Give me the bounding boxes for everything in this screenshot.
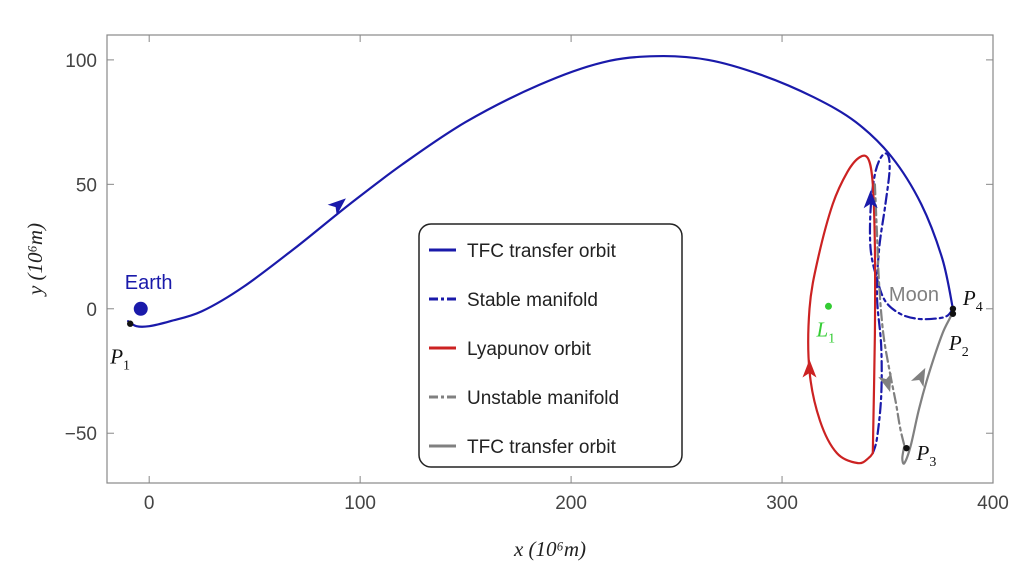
y-tick-label: −50 (65, 424, 97, 445)
y-tick-label: 0 (86, 300, 97, 321)
legend-label-1: TFC transfer orbit (467, 241, 617, 262)
direction-arrows (327, 190, 926, 393)
y-tick-label: 100 (65, 51, 97, 72)
earth-marker (133, 301, 148, 316)
direction-arrow (327, 198, 346, 216)
point-label-l1: L1 (815, 317, 835, 346)
x-tick-label: 400 (977, 493, 1009, 514)
legend-label-5: TFC transfer orbit (467, 437, 617, 458)
point-marker-p4 (949, 305, 957, 312)
series-line-1 (127, 54, 954, 328)
point-marker-p1 (127, 320, 134, 327)
direction-arrow (863, 190, 878, 209)
series-line-5 (901, 307, 954, 465)
x-tick-label: 100 (344, 493, 376, 514)
direction-arrow (910, 367, 926, 388)
x-axis-label: x (10⁶m) (513, 537, 586, 561)
x-tick-label: 200 (555, 493, 587, 514)
series-line-4 (873, 183, 906, 447)
legend-label-2: Stable manifold (467, 290, 598, 311)
plot-frame (106, 34, 994, 484)
point-marker-p3 (903, 444, 910, 452)
direction-arrow (878, 372, 892, 393)
point-label-p1: P1 (109, 345, 130, 374)
series-line-2 (868, 152, 954, 455)
l1-marker (824, 302, 832, 310)
legend: TFC transfer orbit Stable manifold Lyapuno… (418, 223, 683, 468)
point-label-p4: P4 (962, 286, 983, 315)
x-tick-label: 0 (144, 493, 155, 514)
axis-ticks: 0 100 200 300 400 −50 0 50 100 (65, 35, 1009, 514)
legend-label-3: Lyapunov orbit (467, 339, 592, 360)
x-tick-label: 300 (766, 493, 798, 514)
point-label-earth: Earth (125, 272, 173, 294)
point-label-p3: P3 (916, 441, 937, 470)
series-line-3 (807, 154, 877, 465)
point-label-moon: Moon (889, 284, 939, 306)
point-marker-p2 (949, 310, 957, 317)
y-axis-label: y (10⁶m) (23, 223, 47, 297)
direction-arrow (802, 359, 817, 378)
legend-box (418, 223, 683, 468)
marked-points: Earth Moon L1 P1 P2 P3 P4 (109, 272, 983, 470)
orbit-curves (127, 54, 954, 465)
legend-label-4: Unstable manifold (467, 388, 619, 409)
point-label-p2: P2 (948, 331, 969, 360)
y-tick-label: 50 (76, 175, 97, 196)
